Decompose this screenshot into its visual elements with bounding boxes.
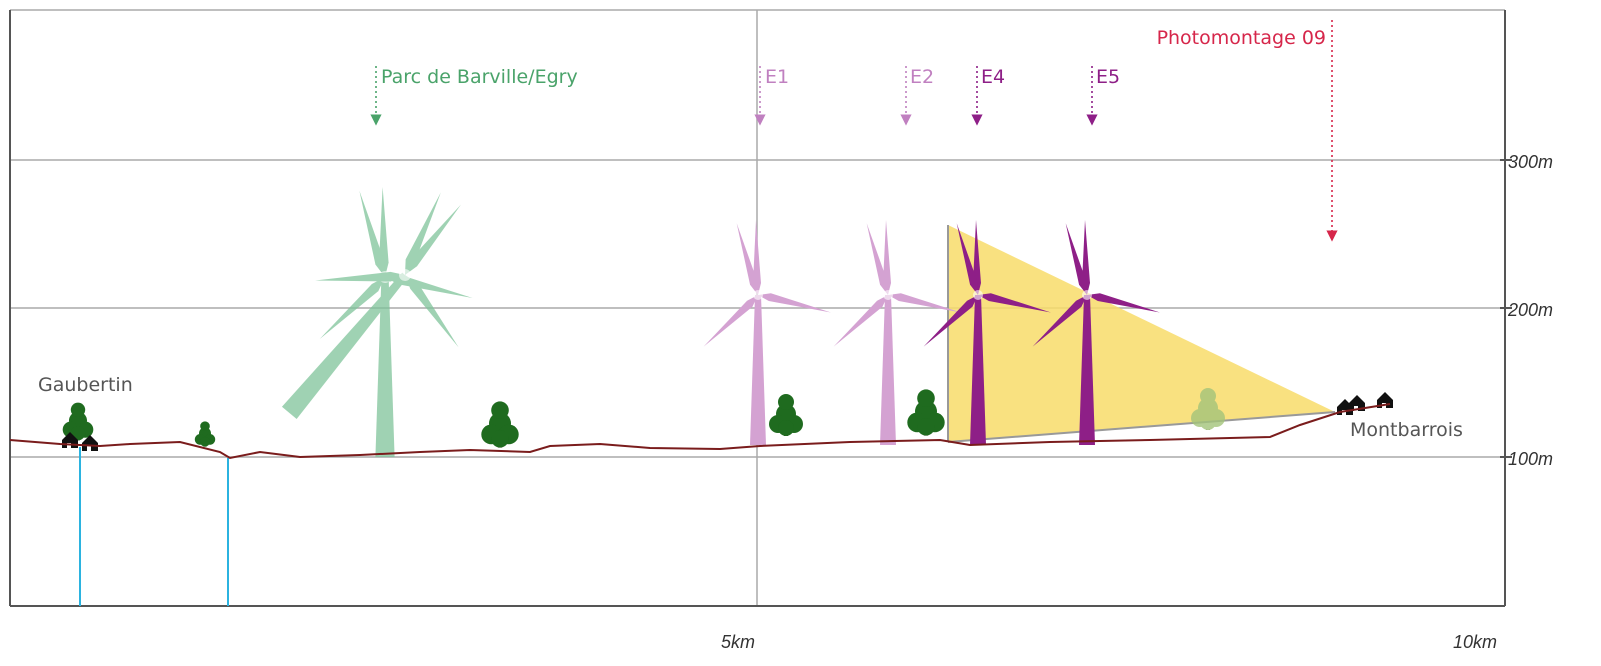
x-label: 10km xyxy=(1453,632,1497,652)
arrows xyxy=(370,20,1338,242)
turbines-existing xyxy=(236,162,530,470)
x-label: 5km xyxy=(721,632,755,652)
label: Photomontage 09 xyxy=(1157,27,1326,49)
label: Montbarrois xyxy=(1350,419,1463,441)
label: E5 xyxy=(1096,66,1120,88)
trees xyxy=(62,389,945,448)
y-label: 200m xyxy=(1507,300,1553,320)
terrain-profile xyxy=(9,403,1391,460)
label: Parc de Barville/Egry xyxy=(381,66,578,88)
label: E2 xyxy=(910,66,934,88)
view-cone-edge xyxy=(947,411,1336,443)
view-cone xyxy=(948,225,1335,442)
label: E1 xyxy=(765,66,789,88)
label: Gaubertin xyxy=(38,374,133,396)
y-label: 300m xyxy=(1508,152,1553,172)
y-label: 100m xyxy=(1508,449,1553,469)
label: E4 xyxy=(981,66,1005,88)
